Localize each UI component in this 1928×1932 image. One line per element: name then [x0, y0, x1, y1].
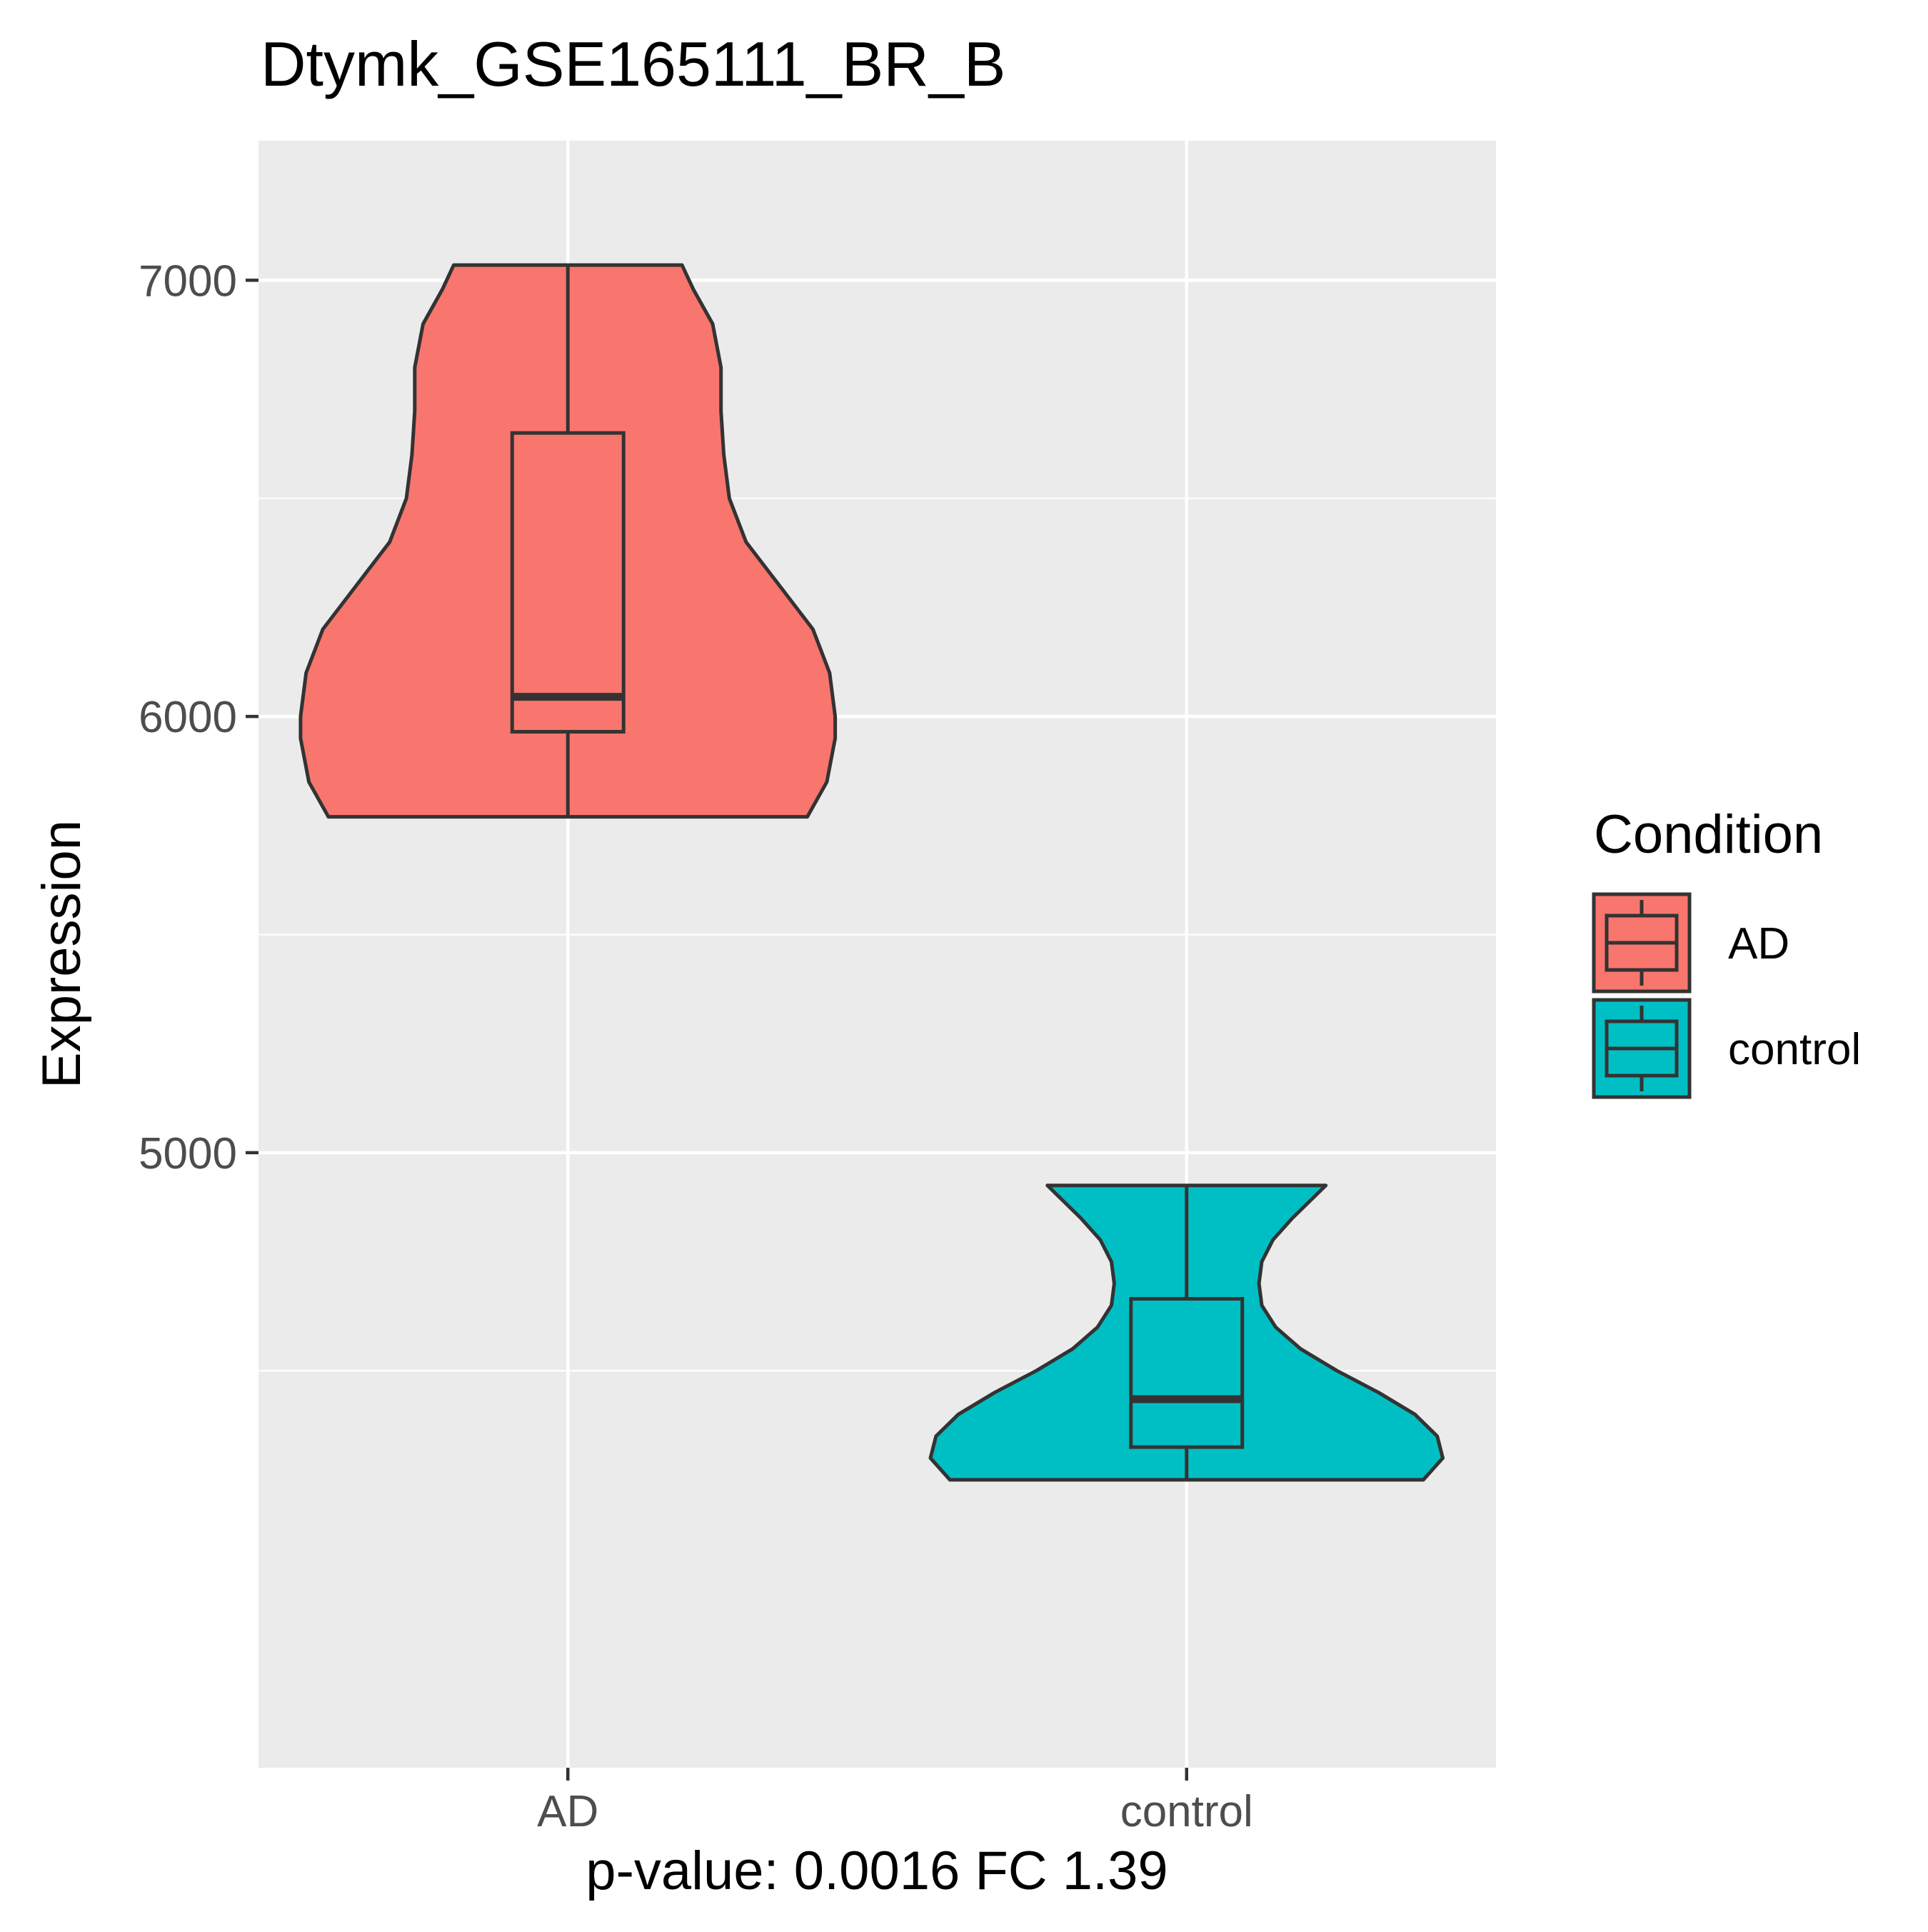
x-tick-label: control [1120, 1787, 1253, 1836]
y-tick-label: 5000 [139, 1129, 237, 1178]
legend-item-AD: AD [1592, 892, 1789, 993]
chart-title: Dtymk_GSE165111_BR_B [261, 29, 1006, 99]
x-tick-label: AD [537, 1787, 598, 1836]
y-tick-label: 6000 [139, 693, 237, 742]
violins [298, 263, 1445, 1482]
y-tick-label: 7000 [139, 256, 237, 306]
legend-label: control [1728, 1025, 1861, 1074]
y-axis-label: Expression [31, 820, 92, 1088]
legend-item-control: control [1592, 998, 1861, 1099]
box-control [1129, 1296, 1245, 1449]
legend: Condition AD control [1592, 804, 1861, 1099]
legend-label: AD [1728, 919, 1789, 968]
x-axis-label: p-value: 0.0016 FC 1.39 [586, 1841, 1168, 1901]
axes: 5000 6000 7000 AD control [139, 256, 1253, 1836]
box-AD [510, 431, 626, 734]
legend-title: Condition [1594, 804, 1823, 865]
